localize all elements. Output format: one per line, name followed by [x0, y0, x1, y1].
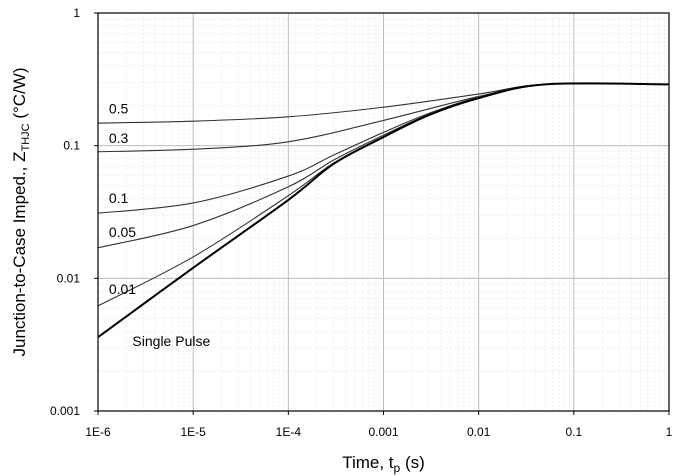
curve-labels: 0.5 0.3 0.1 0.05 0.01 Single Pulse — [109, 100, 211, 348]
y-tick-label: 0.1 — [63, 139, 80, 153]
y-axis-ticks: 0.001 0.01 0.1 1 — [50, 6, 98, 418]
x-axis-ticks: 1E-6 1E-5 1E-4 0.001 0.01 0.1 1 — [85, 411, 673, 439]
curve-label: 0.1 — [109, 190, 129, 206]
curve-label: 0.5 — [109, 100, 129, 116]
y-tick-label: 0.01 — [57, 271, 81, 285]
curve-label: 0.05 — [109, 224, 136, 240]
y-tick-label: 0.001 — [50, 404, 80, 418]
x-axis-title: Time, tp (s) — [342, 453, 425, 475]
x-tick-label: 0.1 — [565, 425, 582, 439]
x-tick-label: 1E-5 — [180, 425, 206, 439]
x-tick-label: 0.001 — [368, 425, 398, 439]
curve-label: 0.3 — [109, 130, 129, 146]
y-tick-label: 1 — [73, 6, 80, 20]
curve-label: Single Pulse — [132, 333, 210, 349]
series-lines — [97, 82, 670, 339]
plot-area: 0.5 0.3 0.1 0.05 0.01 Single Pulse — [97, 12, 670, 412]
x-tick-label: 1E-6 — [85, 425, 111, 439]
x-tick-label: 0.01 — [467, 425, 491, 439]
x-tick-label: 1 — [666, 425, 673, 439]
x-tick-label: 1E-4 — [276, 425, 302, 439]
series-line-single-pulse — [97, 82, 670, 339]
y-axis-title: Junction-to-Case Imped., ZTHJC (°C/W) — [10, 67, 32, 356]
curve-label: 0.01 — [109, 281, 136, 297]
